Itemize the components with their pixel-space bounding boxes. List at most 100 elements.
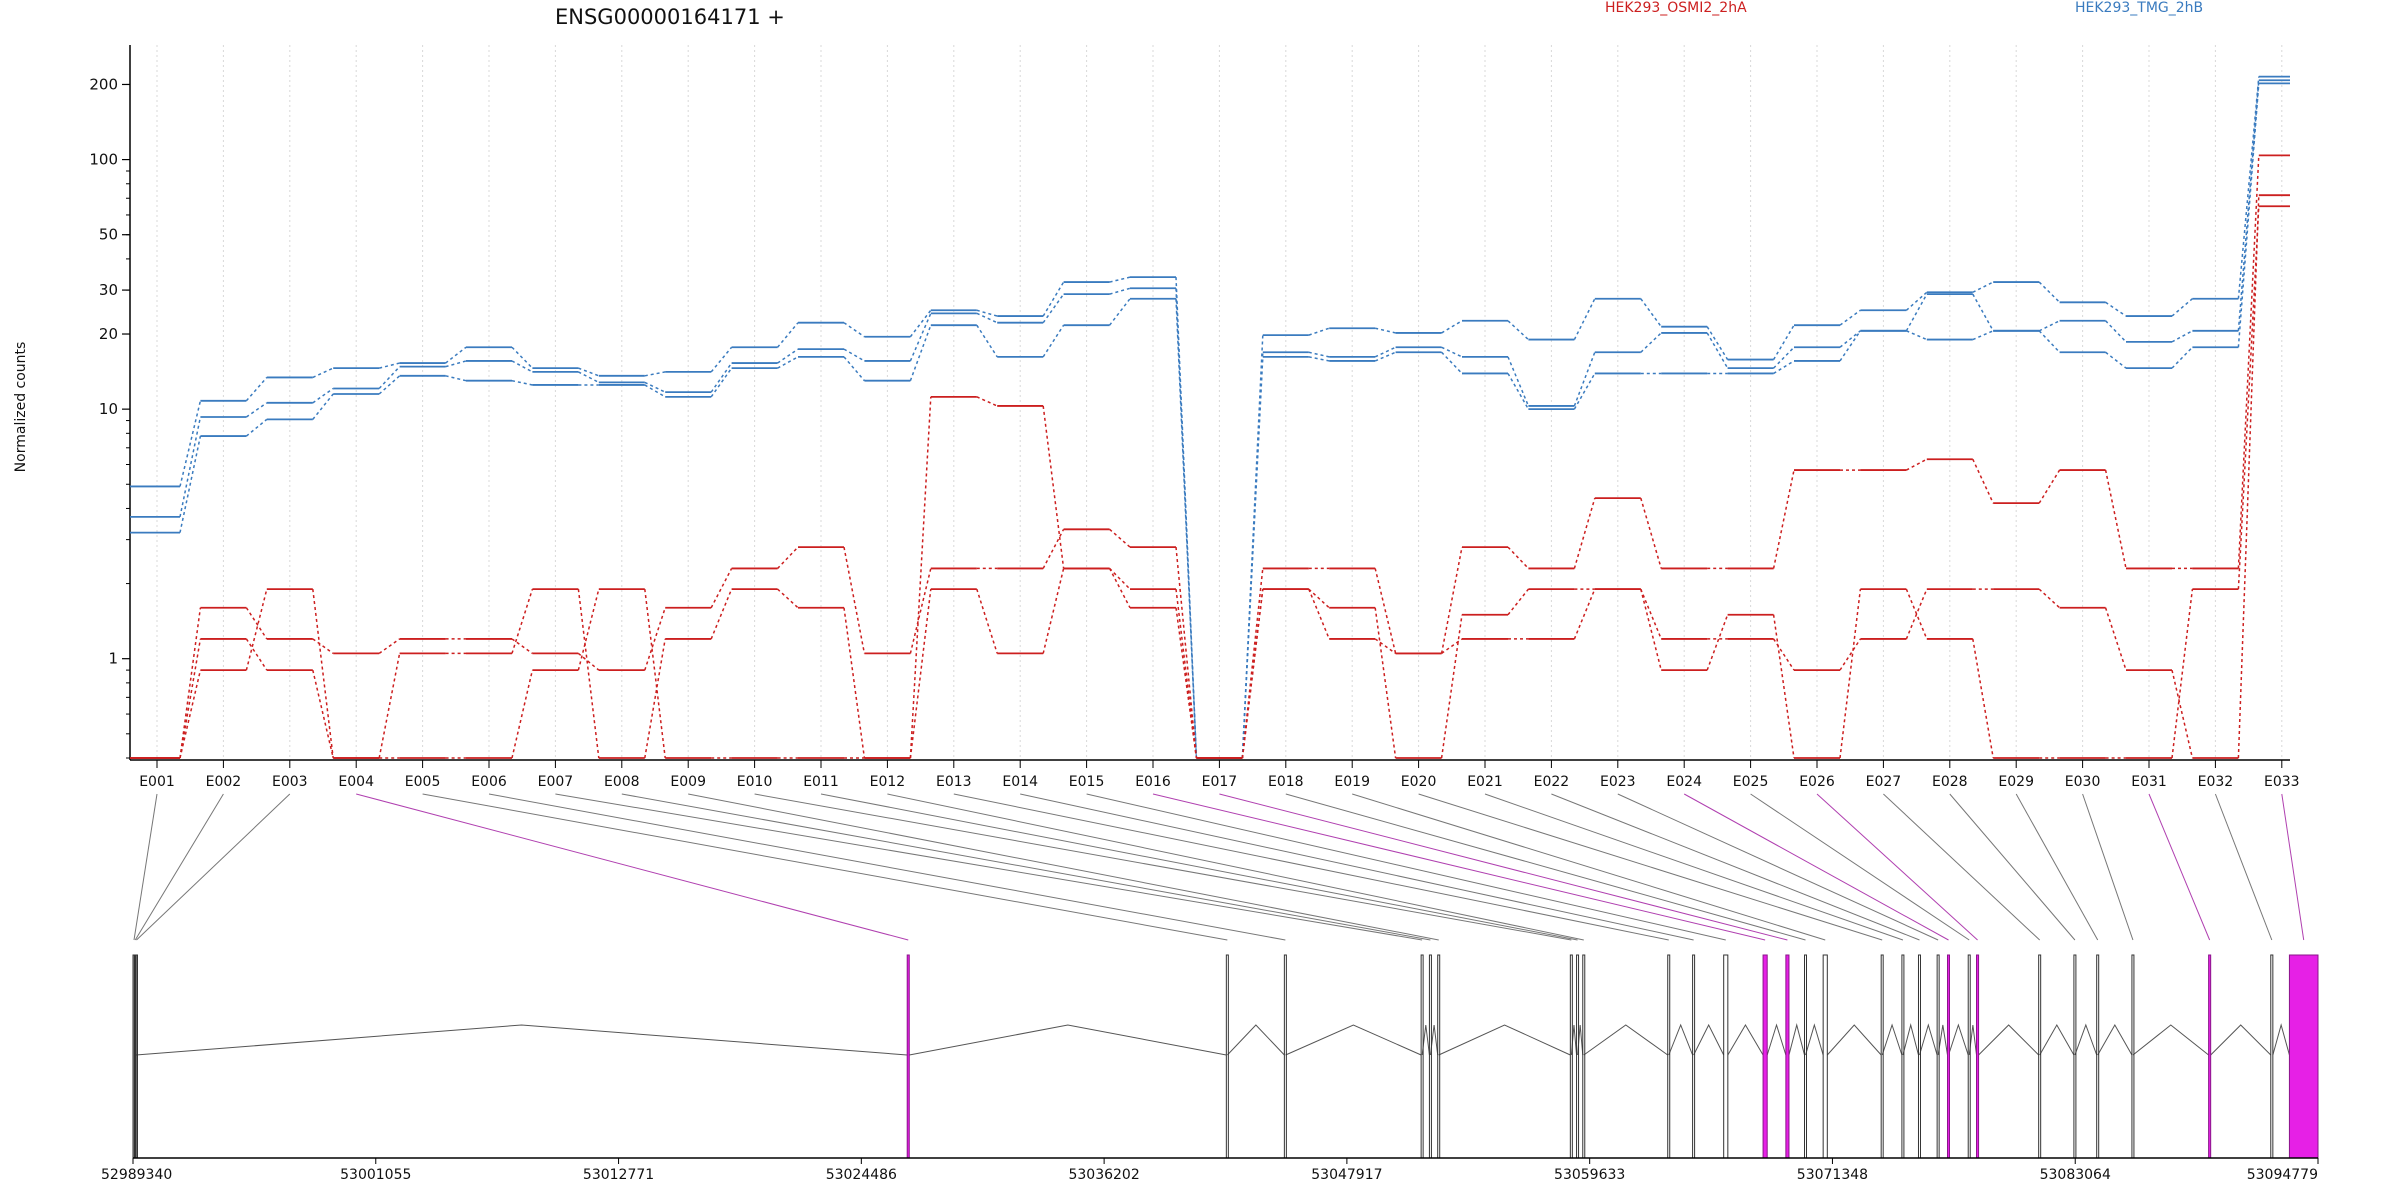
exon-connector <box>1418 793 1883 941</box>
exon-connector <box>2214 793 2273 941</box>
exon-connector <box>1883 793 2041 941</box>
series-transition <box>245 402 268 418</box>
series-transition <box>1374 351 1396 362</box>
series-transition <box>312 367 334 379</box>
series-transition <box>179 400 202 487</box>
exon-box <box>1225 954 1229 1159</box>
exon-box <box>2073 954 2077 1159</box>
x-tick-label: E029 <box>1998 774 2034 790</box>
intron-line <box>1948 1023 1969 1056</box>
x-tick-label: E006 <box>471 774 507 790</box>
series-transition <box>1773 346 1795 369</box>
series-transition <box>1640 588 1662 671</box>
series-transition <box>2104 607 2127 671</box>
intron-line <box>1285 1024 1422 1056</box>
exon-connector <box>1551 793 1920 941</box>
series-transition <box>1042 568 1065 654</box>
series-transition <box>1308 327 1330 336</box>
series-transition <box>1042 281 1065 317</box>
series-transition <box>1109 528 1131 548</box>
series-transition <box>909 568 932 654</box>
intron-line <box>2097 1023 2133 1056</box>
exon-box <box>1667 954 1671 1159</box>
series-transition <box>710 588 733 640</box>
series-transition <box>909 313 932 362</box>
series-transition <box>1706 614 1729 671</box>
exon-connector <box>1683 793 1949 941</box>
series-transition <box>179 638 202 759</box>
exon-connector <box>887 793 1584 941</box>
series-transition <box>1441 346 1463 358</box>
series-transition <box>2038 330 2061 353</box>
series-transition <box>976 309 998 317</box>
series-transition <box>777 322 799 348</box>
intron-line <box>2132 1024 2209 1056</box>
exon-box <box>1420 954 1424 1159</box>
x-tick-labels: E001 E002 E003 E004 E005 E006 E007 E008 E009 E010… <box>139 760 2300 790</box>
intron-line <box>1693 1023 1725 1056</box>
series-transition <box>1972 281 1994 293</box>
x-tick-label: E012 <box>870 774 906 790</box>
series-transition <box>1374 607 1397 759</box>
legend-label-osmi2: HEK293_OSMI2_2hA <box>1605 0 1747 16</box>
series-transition <box>378 638 401 655</box>
series-transition <box>1905 588 1928 640</box>
x-tick-label: E023 <box>1600 774 1636 790</box>
x-tick-label: E026 <box>1799 774 1835 790</box>
series-transition <box>1175 298 1198 759</box>
exon-connector <box>488 793 1286 941</box>
exon-connector <box>1219 793 1788 941</box>
x-tick-label: E004 <box>338 774 374 790</box>
series-transition <box>1640 497 1662 569</box>
exon-connector <box>2015 793 2099 941</box>
exon-box <box>2096 954 2100 1159</box>
exon-box <box>1428 954 1432 1159</box>
exon-box <box>2270 954 2274 1159</box>
exon-connector <box>953 793 1669 941</box>
x-tick-label: E021 <box>1467 774 1503 790</box>
series-transition <box>2237 76 2260 299</box>
exon-box <box>1723 954 1729 1159</box>
series-transition <box>1839 589 1862 759</box>
x-tick-label: E031 <box>2131 774 2167 790</box>
exon-connector <box>1484 793 1904 941</box>
exon-connector <box>134 793 224 941</box>
exon-box <box>2208 954 2212 1159</box>
series-transition <box>378 375 401 395</box>
exon-connector <box>1750 793 1970 941</box>
series-transition <box>312 387 334 404</box>
series-transition <box>644 371 666 377</box>
series-transition <box>1706 332 1729 369</box>
series-transition <box>578 371 600 384</box>
series-transition <box>1573 298 1596 340</box>
series-transition <box>2038 588 2061 609</box>
exon-box <box>1880 954 1884 1159</box>
series-transition <box>644 381 666 393</box>
series-transition <box>777 546 799 569</box>
series-transition <box>1109 276 1131 283</box>
series-transition <box>245 638 268 671</box>
series-transition <box>1972 330 1994 341</box>
series-transition <box>1773 360 1795 375</box>
x-tick-label: E032 <box>2198 774 2234 790</box>
series-transition <box>1507 356 1530 407</box>
exon-connector <box>1816 793 1978 941</box>
x-tick-label: E013 <box>936 774 972 790</box>
x-tick-label: E003 <box>272 774 308 790</box>
exon-connector <box>356 793 909 941</box>
exon-connector <box>1352 793 1826 941</box>
exon-box <box>1936 954 1940 1159</box>
exon-connector <box>2082 793 2134 941</box>
exon-connector <box>133 793 158 941</box>
series-transition <box>1573 588 1596 640</box>
intron-line <box>2074 1023 2098 1056</box>
series-transition <box>1441 351 1463 374</box>
series-transition <box>1573 352 1596 407</box>
intron-line <box>1227 1024 1285 1056</box>
series-transition <box>179 416 202 518</box>
exon-box <box>1692 954 1696 1159</box>
series-transition <box>312 393 334 420</box>
series-transition <box>2038 469 2061 504</box>
series-transition <box>1441 638 1463 655</box>
